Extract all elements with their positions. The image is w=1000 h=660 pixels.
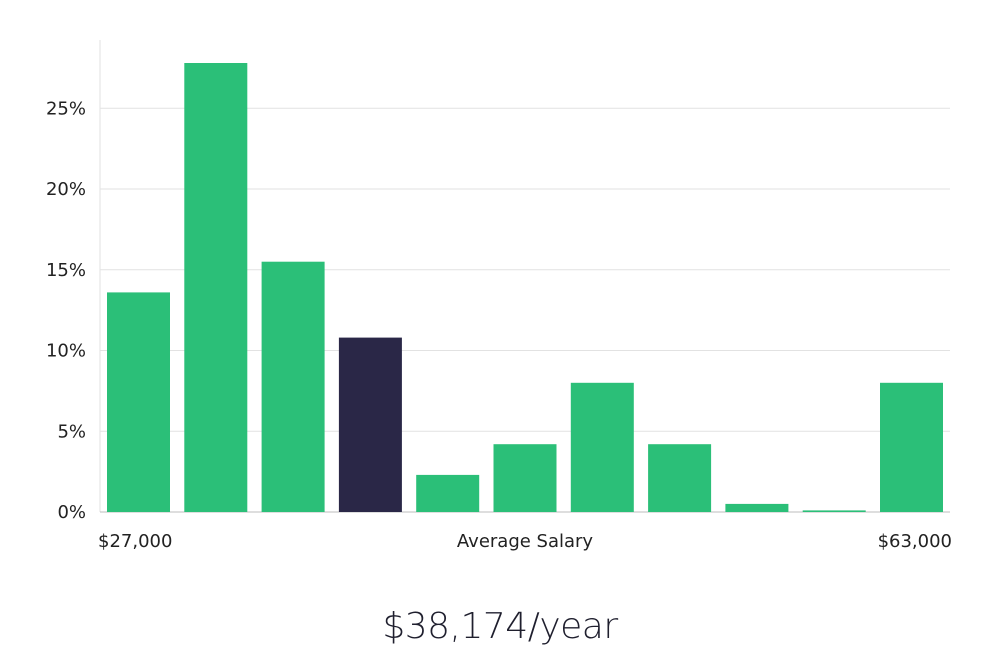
x-start-label: $27,000 — [98, 531, 172, 552]
bar-highlighted — [338, 337, 402, 512]
bar — [493, 444, 557, 512]
y-tick-label: 15% — [46, 260, 86, 281]
y-tick-label: 5% — [57, 421, 86, 442]
bar — [648, 444, 712, 512]
bar — [261, 261, 325, 512]
bar — [725, 503, 789, 512]
bars — [107, 63, 943, 512]
y-tick-label: 0% — [57, 502, 86, 523]
bar — [570, 382, 634, 512]
x-end-label: $63,000 — [878, 531, 952, 552]
bar — [184, 63, 248, 512]
y-tick-label: 10% — [46, 341, 86, 362]
y-tick-labels: 0% 5% 10% 15% 20% 25% — [46, 98, 86, 523]
bar — [802, 510, 866, 512]
average-salary-value: $38,174/year — [382, 606, 618, 647]
bar — [416, 474, 480, 512]
bar — [107, 292, 170, 512]
x-axis-title: Average Salary — [457, 531, 594, 552]
bar — [880, 382, 943, 512]
y-tick-label: 20% — [46, 179, 86, 200]
y-tick-label: 25% — [46, 98, 86, 119]
salary-histogram: 0%5%10%15%20%25% $27,000 Average Salary … — [46, 40, 952, 552]
